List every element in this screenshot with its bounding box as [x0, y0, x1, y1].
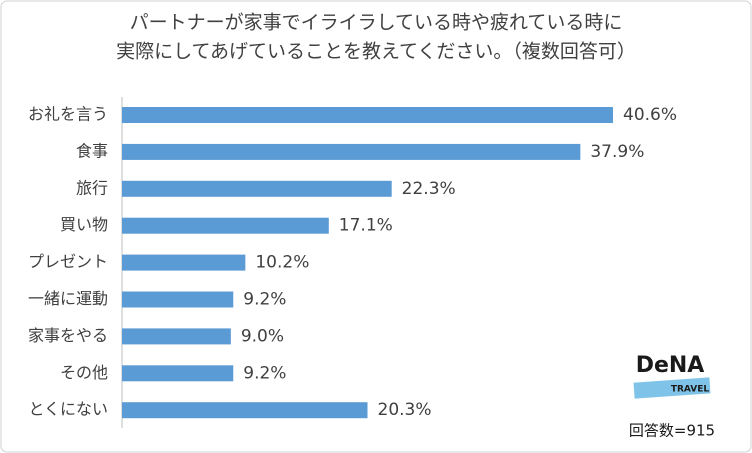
bar	[122, 328, 231, 345]
value-label: 40.6%	[623, 105, 677, 125]
bar	[122, 107, 613, 123]
category-label: 一緒に運動	[28, 289, 108, 308]
value-label: 22.3%	[402, 179, 456, 199]
value-label: 20.3%	[378, 400, 432, 420]
value-label: 17.1%	[339, 216, 393, 236]
category-label: 食事	[76, 141, 108, 160]
category-label: お礼を言う	[28, 105, 108, 124]
bar	[122, 180, 392, 197]
logo: DeNA TRAVEL	[633, 353, 711, 399]
bar	[122, 217, 329, 234]
category-label: その他	[60, 363, 108, 382]
value-label: 37.9%	[590, 142, 644, 162]
value-label: 9.0%	[241, 326, 284, 346]
bar	[122, 254, 246, 271]
category-label: プレゼント	[28, 252, 108, 271]
bar	[122, 143, 581, 160]
bar	[122, 402, 368, 419]
value-label: 9.2%	[243, 290, 286, 310]
category-label: 家事をやる	[28, 326, 108, 345]
bar	[122, 365, 234, 382]
logo-sub: TRAVEL	[671, 385, 710, 395]
category-label: とくにない	[28, 400, 108, 419]
note: 回答数=915	[629, 422, 715, 440]
chart-title: 実際にしてあげていることを教えてください。（複数回答可）	[116, 41, 636, 63]
value-label: 9.2%	[243, 363, 286, 383]
category-label: 旅行	[76, 178, 108, 197]
logo-name: DeNA	[636, 353, 705, 378]
value-label: 10.2%	[255, 253, 309, 273]
logo-band	[633, 377, 711, 399]
chart-title: パートナーが家事でイライラしている時や疲れている時に	[130, 12, 623, 34]
category-label: 買い物	[60, 215, 108, 234]
bar	[122, 291, 234, 308]
